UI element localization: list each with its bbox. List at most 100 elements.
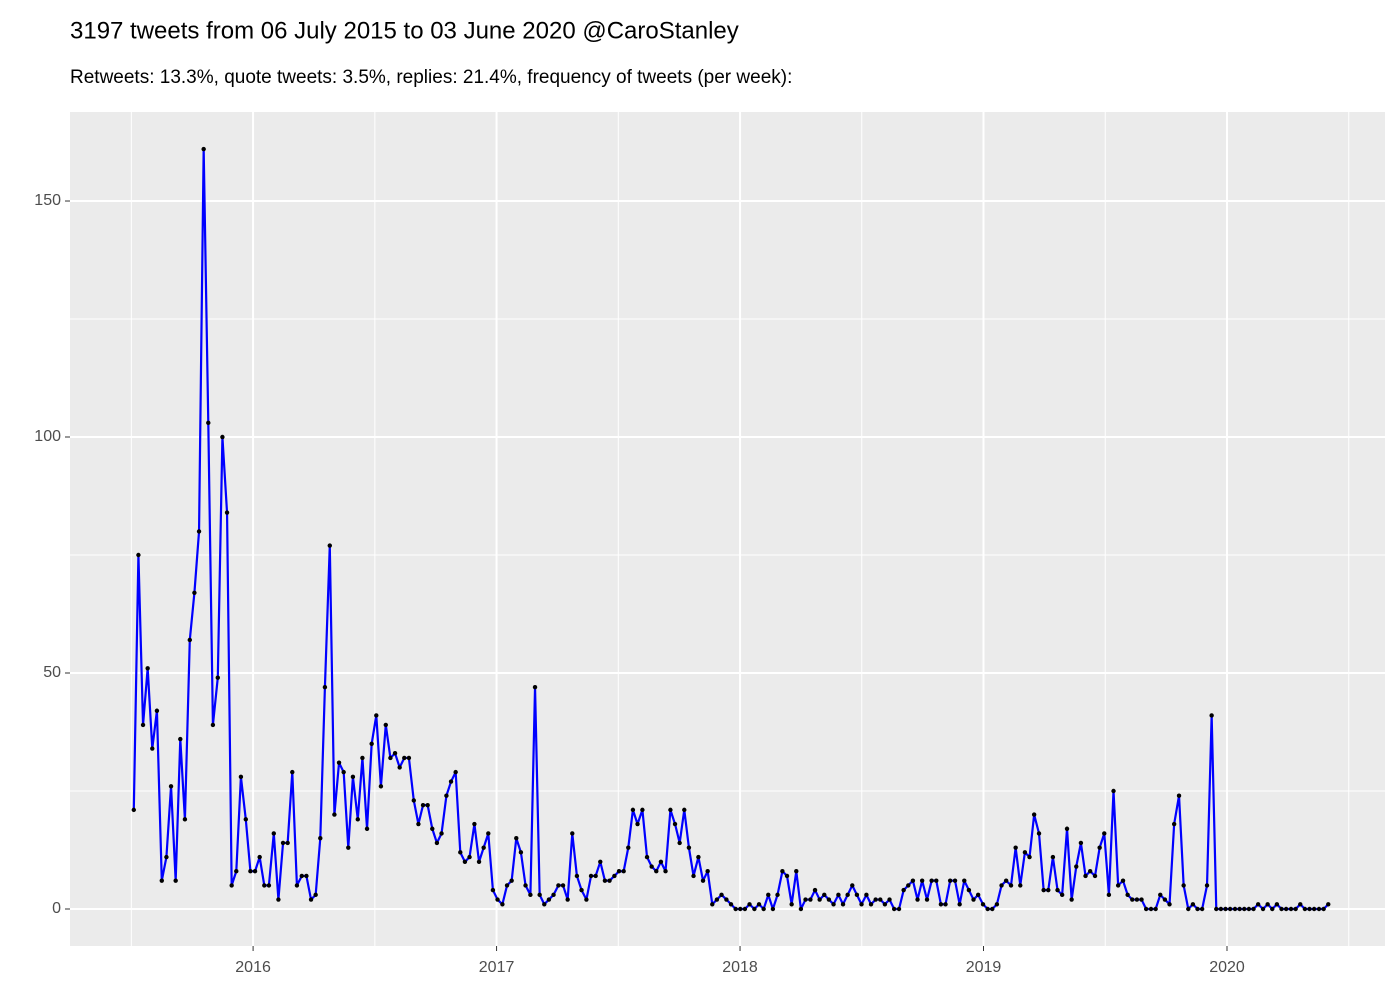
data-point bbox=[588, 873, 594, 879]
data-point bbox=[924, 897, 930, 902]
data-point bbox=[355, 817, 360, 822]
data-point bbox=[663, 869, 668, 874]
data-point bbox=[1050, 854, 1056, 860]
data-point bbox=[518, 850, 524, 855]
data-point bbox=[906, 883, 911, 888]
data-point bbox=[994, 902, 1000, 907]
data-point bbox=[850, 883, 855, 888]
data-point bbox=[1265, 902, 1270, 907]
data-point bbox=[201, 146, 206, 152]
data-point bbox=[322, 684, 328, 690]
data-point bbox=[402, 755, 407, 761]
data-point bbox=[490, 887, 496, 893]
data-point bbox=[962, 878, 967, 883]
data-point bbox=[206, 420, 211, 426]
data-point bbox=[397, 765, 402, 770]
data-point bbox=[248, 869, 253, 874]
data-point bbox=[691, 873, 696, 879]
data-point bbox=[980, 902, 986, 907]
data-point bbox=[658, 859, 664, 864]
data-point bbox=[1027, 854, 1032, 860]
data-point bbox=[761, 906, 766, 912]
data-point bbox=[742, 906, 748, 912]
data-point bbox=[1293, 906, 1298, 912]
data-point bbox=[318, 835, 323, 841]
y-tick-label: 50 bbox=[43, 664, 61, 681]
chart-title: 3197 tweets from 06 July 2015 to 03 June… bbox=[70, 17, 739, 44]
data-point bbox=[1321, 906, 1326, 912]
data-point bbox=[360, 755, 365, 761]
data-point bbox=[1298, 902, 1303, 907]
data-point bbox=[1242, 906, 1247, 912]
data-point bbox=[882, 902, 888, 907]
data-point bbox=[1064, 826, 1070, 831]
data-point bbox=[1316, 906, 1322, 912]
chart-subtitle: Retweets: 13.3%, quote tweets: 3.5%, rep… bbox=[70, 67, 792, 88]
data-point bbox=[896, 906, 902, 912]
y-tick-label: 0 bbox=[52, 900, 61, 917]
data-point bbox=[831, 902, 836, 907]
data-point bbox=[1288, 906, 1294, 912]
data-point bbox=[299, 873, 304, 879]
data-point bbox=[864, 892, 869, 898]
data-point bbox=[294, 883, 300, 888]
x-tick-label: 2019 bbox=[966, 959, 1002, 976]
data-point bbox=[425, 802, 430, 808]
data-point bbox=[131, 807, 136, 813]
x-tick-label: 2017 bbox=[479, 959, 515, 976]
data-point bbox=[1214, 906, 1219, 912]
data-point bbox=[528, 892, 533, 898]
data-point bbox=[733, 906, 738, 912]
data-point bbox=[1083, 873, 1088, 879]
data-point bbox=[794, 869, 799, 874]
data-point bbox=[957, 902, 962, 907]
data-point bbox=[616, 869, 622, 874]
data-point bbox=[677, 840, 682, 846]
data-point bbox=[607, 878, 612, 883]
data-point bbox=[1232, 906, 1238, 912]
data-point bbox=[919, 878, 925, 883]
data-point bbox=[1218, 906, 1224, 912]
data-point bbox=[523, 883, 528, 888]
data-point bbox=[448, 779, 454, 784]
data-point bbox=[1022, 850, 1028, 855]
data-point bbox=[304, 873, 309, 879]
data-point bbox=[388, 755, 393, 761]
data-point bbox=[462, 859, 468, 864]
data-point bbox=[1134, 897, 1140, 902]
data-point bbox=[640, 807, 645, 813]
data-point bbox=[1069, 897, 1074, 902]
data-point bbox=[1018, 883, 1023, 888]
data-point bbox=[290, 769, 295, 775]
data-point bbox=[1111, 788, 1116, 794]
data-point bbox=[178, 736, 183, 742]
data-point bbox=[350, 774, 356, 780]
data-point bbox=[136, 552, 141, 558]
data-point bbox=[938, 902, 944, 907]
data-point bbox=[668, 807, 673, 813]
data-point bbox=[1190, 902, 1196, 907]
data-point bbox=[229, 883, 234, 888]
data-point bbox=[1223, 906, 1228, 912]
data-point bbox=[626, 845, 631, 850]
data-point bbox=[845, 892, 850, 898]
data-point bbox=[621, 869, 626, 874]
data-point bbox=[262, 883, 267, 888]
data-point bbox=[560, 883, 566, 888]
data-point bbox=[1041, 887, 1046, 893]
data-point bbox=[971, 897, 976, 902]
data-point bbox=[1270, 906, 1275, 912]
data-point bbox=[999, 883, 1004, 888]
data-point bbox=[257, 854, 262, 860]
data-point bbox=[140, 722, 146, 728]
data-point bbox=[1251, 906, 1256, 912]
data-point bbox=[1260, 906, 1266, 912]
data-point bbox=[215, 675, 220, 680]
data-point bbox=[238, 774, 244, 780]
plot-panel bbox=[70, 112, 1385, 946]
data-point bbox=[420, 802, 426, 808]
data-point bbox=[565, 897, 570, 902]
data-point bbox=[182, 817, 188, 822]
data-point bbox=[1003, 878, 1009, 883]
data-point bbox=[1227, 906, 1233, 912]
